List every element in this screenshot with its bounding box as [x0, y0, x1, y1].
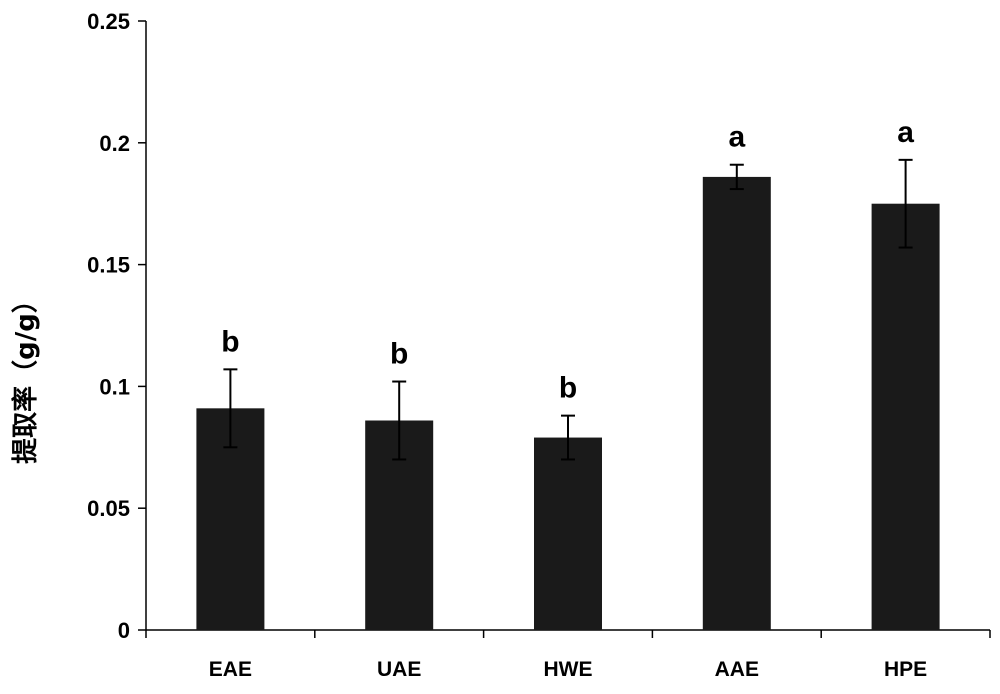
- y-tick-label: 0.25: [87, 9, 130, 34]
- significance-label: b: [390, 338, 408, 371]
- significance-label: b: [221, 325, 239, 358]
- y-tick-label: 0.15: [87, 253, 130, 278]
- x-tick-label: HPE: [884, 658, 927, 681]
- bar-hpe: [871, 203, 940, 630]
- significance-label: a: [728, 121, 745, 154]
- bar-aae: [702, 176, 771, 631]
- y-axis-label: 提取率（g/g）: [10, 287, 41, 464]
- x-tick-label: UAE: [377, 658, 421, 681]
- x-tick-label: AAE: [715, 658, 759, 681]
- significance-label: a: [897, 116, 914, 149]
- y-tick-label: 0: [118, 618, 130, 643]
- x-tick-label: HWE: [544, 658, 593, 681]
- y-tick-label: 0.05: [87, 496, 130, 521]
- bar-hwe: [534, 437, 602, 630]
- x-tick-label: EAE: [209, 658, 252, 681]
- significance-label: b: [559, 372, 577, 405]
- y-tick-label: 0.2: [99, 131, 130, 156]
- y-tick-label: 0.1: [99, 374, 130, 399]
